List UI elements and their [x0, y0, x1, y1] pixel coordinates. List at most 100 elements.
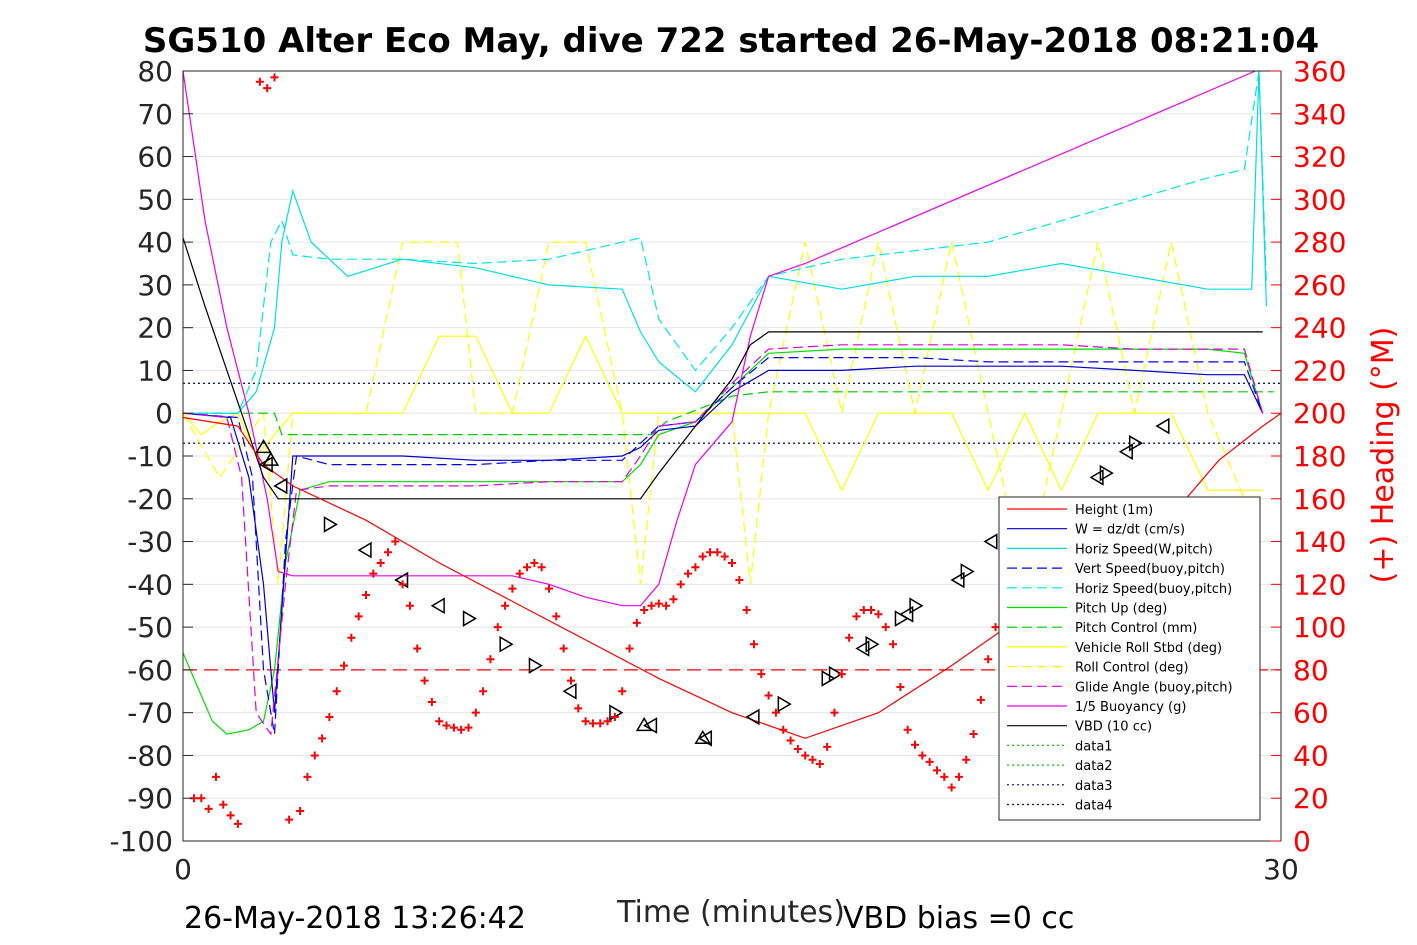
heading-point — [801, 751, 810, 760]
direction-marker — [697, 730, 713, 747]
heading-point — [574, 704, 583, 713]
direction-marker — [273, 477, 288, 495]
heading-point — [233, 819, 242, 828]
heading-point — [219, 800, 228, 809]
y-tick-label: 50 — [137, 183, 173, 216]
direction-marker — [1155, 417, 1170, 435]
direction-marker — [1099, 464, 1114, 482]
legend-label: data4 — [1075, 799, 1113, 814]
legend-label: Vehicle Roll Stbd (deg) — [1075, 641, 1222, 656]
heading-point — [698, 552, 707, 561]
heading-point — [859, 606, 868, 614]
heading-point — [830, 708, 839, 717]
heading-point — [984, 655, 993, 664]
heading-point — [764, 691, 773, 700]
heading-point — [285, 815, 294, 824]
legend-label: Roll Control (deg) — [1075, 661, 1189, 676]
heading-point — [610, 712, 619, 721]
heading-point — [420, 676, 429, 685]
heading-point — [296, 807, 305, 816]
heading-point — [552, 612, 561, 621]
direction-marker — [562, 682, 577, 700]
legend-label: data1 — [1075, 739, 1113, 754]
heading-point — [647, 601, 656, 610]
direction-marker — [855, 640, 870, 657]
heading-point — [559, 644, 568, 653]
heading-point — [211, 772, 220, 781]
heading-point — [508, 584, 517, 593]
legend-label: Horiz Speed(buoy,pitch) — [1075, 582, 1232, 597]
heading-point — [398, 580, 407, 589]
heading-point — [204, 804, 213, 813]
heading-point — [501, 601, 510, 610]
y2-tick-label: 100 — [1293, 611, 1346, 644]
y-tick-label: 70 — [137, 98, 173, 131]
heading-point — [515, 569, 524, 578]
series-line — [182, 357, 1264, 735]
heading-point — [486, 655, 495, 664]
y-tick-label: 60 — [137, 141, 173, 174]
direction-marker — [462, 610, 477, 627]
heading-point — [362, 591, 370, 600]
y-tick-label: -70 — [127, 697, 173, 730]
heading-point — [449, 723, 458, 732]
heading-point — [596, 719, 605, 728]
heading-point — [625, 644, 634, 653]
x-tick-label: 0 — [174, 853, 192, 886]
y2-tick-label: 140 — [1293, 526, 1346, 559]
y2-tick-label: 260 — [1293, 269, 1346, 302]
legend-label: Vert Speed(buoy,pitch) — [1075, 562, 1225, 577]
y-tick-label: -40 — [127, 568, 173, 601]
direction-marker — [1118, 443, 1133, 461]
heading-point — [911, 740, 919, 749]
y-tick-label: -60 — [127, 654, 173, 687]
series-line — [182, 237, 1263, 500]
y-tick-label: -30 — [127, 526, 173, 559]
heading-point — [947, 783, 956, 792]
heading-point — [427, 697, 436, 706]
legend-label: Pitch Up (deg) — [1075, 602, 1167, 617]
series-line — [182, 344, 1264, 736]
heading-point — [442, 721, 451, 730]
heading-point — [413, 644, 422, 653]
y2-tick-label: 20 — [1293, 782, 1329, 815]
heading-point — [545, 584, 553, 593]
heading-point — [815, 760, 824, 768]
heading-point — [618, 687, 627, 696]
direction-marker — [357, 541, 372, 559]
heading-point — [383, 548, 392, 557]
direction-marker — [899, 605, 914, 623]
legend: Height (1m) W = dz/dt (cm/s) Horiz Speed(W… — [998, 496, 1261, 821]
y2-tick-label: 340 — [1293, 98, 1346, 131]
heading-point — [354, 612, 363, 621]
direction-marker — [777, 695, 792, 713]
heading-point — [226, 811, 235, 820]
heading-point — [903, 725, 912, 734]
footer-vbd-bias: VBD bias =0 cc — [843, 901, 1074, 936]
heading-point — [962, 755, 971, 764]
legend-label: data3 — [1075, 779, 1113, 794]
y2-tick-label: 360 — [1293, 55, 1346, 88]
direction-marker — [323, 516, 338, 533]
heading-point — [808, 755, 817, 764]
heading-point — [255, 77, 264, 86]
heading-point — [537, 563, 546, 572]
legend-label: Glide Angle (buoy,pitch) — [1075, 680, 1233, 695]
y-tick-label: -100 — [109, 825, 173, 858]
series-line — [182, 334, 1263, 492]
y2-tick-label: 120 — [1293, 568, 1346, 601]
heading-point — [303, 772, 312, 781]
footer-timestamp: 26-May-2018 13:26:42 — [184, 901, 526, 936]
heading-point — [757, 670, 766, 679]
y2-tick-label: 80 — [1293, 654, 1329, 687]
y-tick-label: 20 — [137, 312, 173, 345]
heading-point — [940, 772, 949, 781]
y2-tick-label: 220 — [1293, 354, 1346, 387]
direction-marker — [528, 657, 543, 674]
heading-point — [976, 695, 985, 704]
direction-marker — [1128, 434, 1144, 452]
heading-point — [742, 606, 751, 614]
heading-point — [969, 730, 978, 739]
heading-point — [779, 725, 788, 734]
heading-point — [793, 745, 802, 754]
